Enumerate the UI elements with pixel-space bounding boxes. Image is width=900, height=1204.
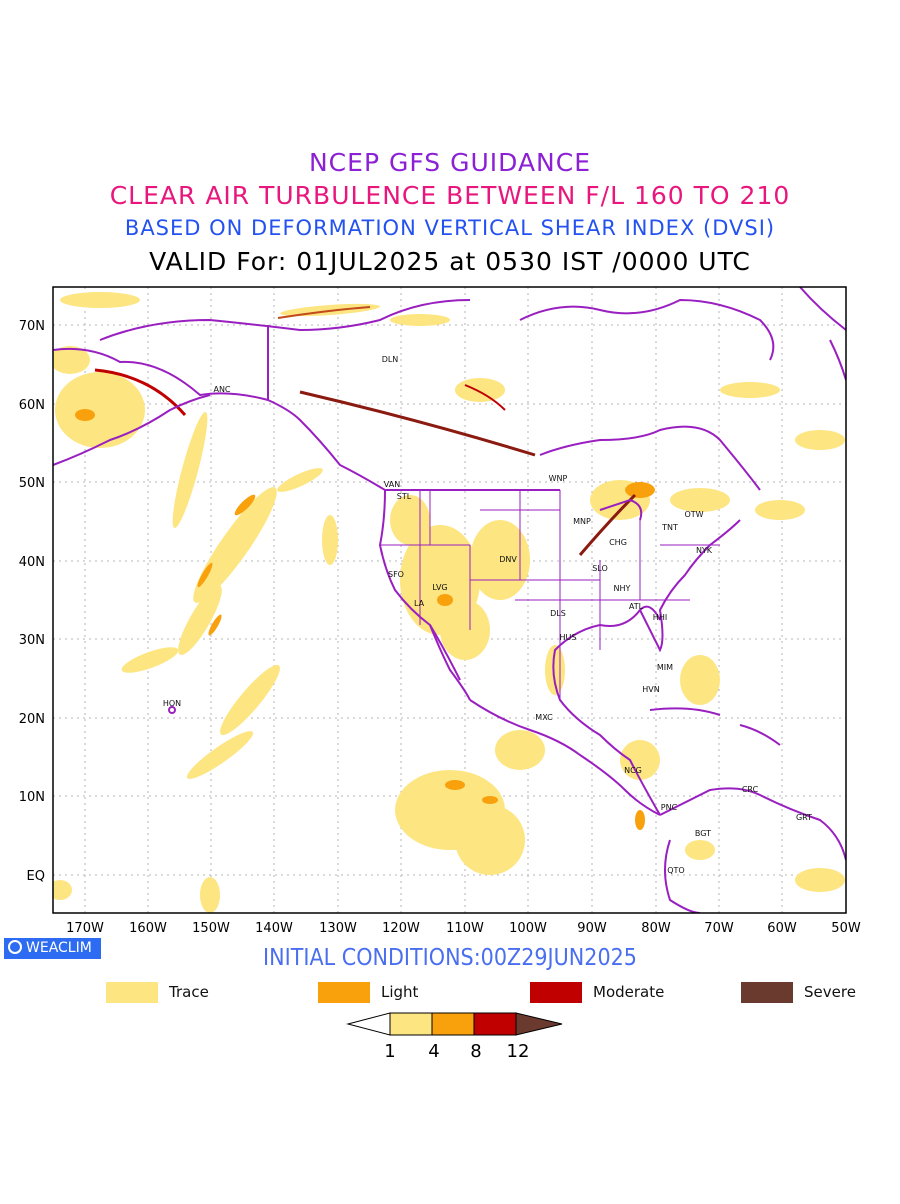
station-label-ncg: NCG (624, 766, 642, 775)
lon-label-140w: 140W (255, 921, 293, 936)
lon-label-150w: 150W (192, 921, 230, 936)
station-label-anc: ANC (213, 385, 230, 394)
station-label-hon: HON (163, 699, 181, 708)
lat-label-70n: 70N (19, 319, 45, 334)
station-label-qto: QTO (667, 866, 684, 875)
country-borders (53, 287, 846, 913)
station-label-chg: CHG (609, 538, 627, 547)
lon-label-120w: 120W (382, 921, 420, 936)
legend-moderate-swatch (530, 982, 582, 1003)
longitude-labels: 170W 160W 150W 140W 130W 120W 110W 100W 90W 80W 70… (66, 921, 861, 936)
legend-severe-label: Severe (804, 983, 856, 1001)
station-label-la: LA (414, 599, 425, 608)
station-label-lvg: LVG (432, 583, 447, 592)
legend-moderate-label: Moderate (593, 983, 665, 1001)
lon-label-70w: 70W (704, 921, 734, 936)
lon-label-170w: 170W (66, 921, 104, 936)
station-label-crc: CRC (742, 785, 759, 794)
colorbar-tick-8: 8 (470, 1041, 481, 1062)
lon-label-160w: 160W (129, 921, 167, 936)
lat-label-40n: 40N (19, 555, 45, 570)
station-label-sfo: SFO (388, 570, 404, 579)
lon-label-50w: 50W (831, 921, 861, 936)
title-line-1: NCEP GFS GUIDANCE (308, 148, 591, 177)
colorbar-segment-light (431, 1012, 475, 1036)
lat-label-30n: 30N (19, 633, 45, 648)
lon-label-60w: 60W (767, 921, 797, 936)
station-label-dnv: DNV (499, 555, 517, 564)
station-label-nhy: NHY (614, 584, 631, 593)
station-label-otw: OTW (684, 510, 703, 519)
lon-label-100w: 100W (509, 921, 547, 936)
station-markers: DLN ANC VAN STL WNP MNP TNT OTW CHG NYK SFO LVG DNV S… (163, 355, 812, 875)
station-label-dls: DLS (550, 609, 566, 618)
station-label-grt: GRT (796, 813, 812, 822)
station-label-van: VAN (384, 480, 400, 489)
colorbar-under-triangle (346, 1012, 391, 1036)
title-line-4: VALID For: 01JUL2025 at 0530 IST /0000 U… (149, 247, 751, 276)
colorbar-tick-12: 12 (507, 1041, 530, 1062)
station-label-mxc: MXC (535, 713, 553, 722)
station-label-tnt: TNT (661, 523, 678, 532)
lon-label-130w: 130W (319, 921, 357, 936)
lat-label-10n: 10N (19, 790, 45, 805)
station-label-wnp: WNP (549, 474, 568, 483)
colorbar-severe-triangle (515, 1012, 563, 1036)
station-label-dln: DLN (382, 355, 399, 364)
colorbar-segment-trace (389, 1012, 433, 1036)
weaclim-label: WEACLIM (26, 940, 92, 956)
station-label-mim: MIM (657, 663, 673, 672)
weaclim-badge[interactable]: WEACLIM (4, 938, 101, 959)
lon-label-90w: 90W (577, 921, 607, 936)
station-label-pnc: PNC (661, 803, 678, 812)
weaclim-logo-icon (8, 940, 22, 954)
legend-trace-swatch (106, 982, 158, 1003)
station-label-hhi: HHI (653, 613, 667, 622)
legend-light-label: Light (381, 983, 419, 1001)
lon-label-80w: 80W (641, 921, 671, 936)
lat-label-eq: EQ (27, 869, 45, 884)
station-label-stl: STL (397, 492, 412, 501)
station-label-hus: HUS (560, 633, 577, 642)
legend-trace-label: Trace (169, 983, 209, 1001)
station-label-nyk: NYK (696, 546, 713, 555)
map-frame (52, 286, 847, 914)
legend-severe-swatch (741, 982, 793, 1003)
legend-light-swatch (318, 982, 370, 1003)
colorbar: 1 4 8 12 (346, 1012, 563, 1062)
station-label-bgt: BGT (695, 829, 711, 838)
colorbar-segment-moderate (473, 1012, 517, 1036)
lat-label-60n: 60N (19, 398, 45, 413)
colorbar-tick-1: 1 (384, 1041, 395, 1062)
lat-label-20n: 20N (19, 712, 45, 727)
turbulence-light-areas (75, 409, 655, 830)
station-label-mnp: MNP (573, 517, 591, 526)
station-label-slo: SLO (592, 564, 608, 573)
initial-conditions: INITIAL CONDITIONS:00Z29JUN2025 (263, 945, 637, 971)
lon-label-110w: 110W (446, 921, 484, 936)
colorbar-tick-4: 4 (428, 1041, 439, 1062)
state-lines (380, 490, 720, 700)
station-label-hvn: HVN (642, 685, 659, 694)
title-line-3: BASED ON DEFORMATION VERTICAL SHEAR INDE… (124, 216, 776, 240)
lat-label-50n: 50N (19, 476, 45, 491)
title-line-2: CLEAR AIR TURBULENCE BETWEEN F/L 160 TO … (109, 181, 791, 210)
station-label-atl: ATL (629, 602, 644, 611)
latitude-labels: 70N 60N 50N 40N 30N 20N 10N EQ (19, 319, 45, 884)
